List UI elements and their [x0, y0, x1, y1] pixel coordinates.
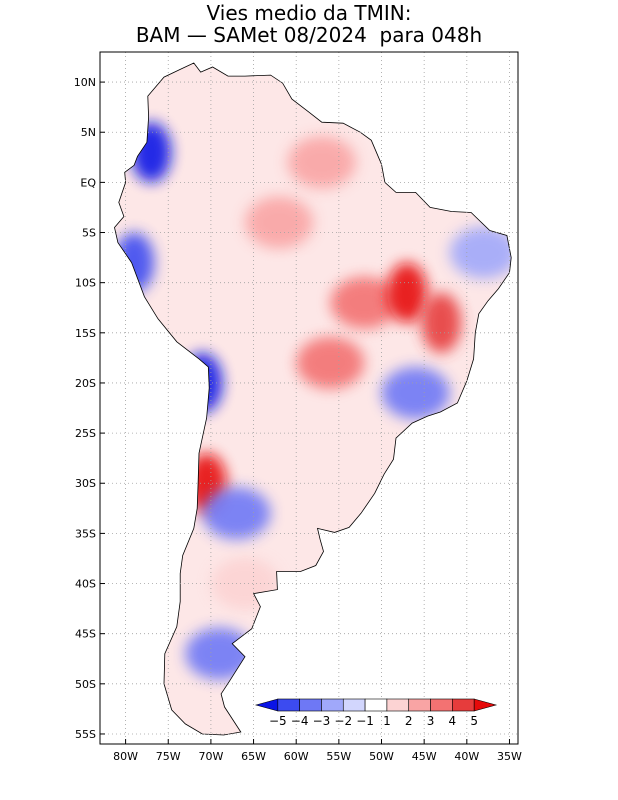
lat-label: 15S — [75, 327, 96, 340]
lon-label: 65W — [241, 750, 266, 763]
lon-label: 80W — [113, 750, 138, 763]
legend-swatch — [299, 698, 322, 712]
legend-label: 3 — [427, 714, 435, 728]
legend-arrow-high — [473, 698, 498, 712]
bias-region-bahia-warm — [421, 292, 462, 353]
lat-label: 25S — [75, 427, 96, 440]
lat-label: 50S — [75, 678, 96, 691]
legend-label: 5 — [470, 714, 478, 728]
lon-label: 45W — [412, 750, 437, 763]
lat-label: 35S — [75, 527, 96, 540]
lat-label: 20S — [75, 377, 96, 390]
bias-region-cuyo-cool — [202, 487, 271, 540]
lat-label: 10N — [74, 76, 96, 89]
lon-label: 55W — [326, 750, 351, 763]
legend-swatch — [321, 698, 344, 712]
map-frame — [99, 51, 519, 745]
title-line-2: BAM — SAMet 08/2024 para 048h — [135, 23, 483, 47]
lat-label: 10S — [75, 277, 96, 290]
lat-label: 55S — [75, 728, 96, 741]
legend-label: 2 — [405, 714, 413, 728]
lat-label: 45S — [75, 628, 96, 641]
legend-swatch — [364, 698, 388, 712]
lon-label: 35W — [497, 750, 522, 763]
bias-region-central-brazil-warm — [330, 276, 399, 329]
lat-label: 40S — [75, 578, 96, 591]
legend-label: −2 — [334, 714, 352, 728]
bias-region-guiana-warm — [287, 136, 356, 189]
legend-swatch — [430, 698, 453, 712]
bias-background — [114, 63, 512, 735]
bias-region-andes-north-cool — [131, 122, 172, 183]
legend-label: −4 — [291, 714, 309, 728]
lat-label: 5S — [82, 227, 96, 240]
lon-label: 40W — [454, 750, 479, 763]
legend-label: −3 — [313, 714, 331, 728]
legend-swatch — [277, 698, 300, 712]
legend-swatch — [452, 698, 475, 712]
legend-label: −5 — [269, 714, 287, 728]
map-title: Vies medio da TMIN: BAM — SAMet 08/2024 … — [0, 2, 618, 46]
legend-label: 4 — [449, 714, 457, 728]
lon-label: 50W — [369, 750, 394, 763]
lat-axis: 10N 5N EQ 5S 10S 15S 20S 25S 30S 35S 40S 45S 50S 55S — [74, 76, 105, 741]
legend-label: −1 — [356, 714, 374, 728]
lat-label: 5N — [81, 126, 96, 139]
legend-swatch — [342, 698, 366, 712]
bias-region-tocantins-warm — [387, 262, 428, 323]
bias-region-northeast-cool — [449, 226, 512, 279]
lon-label: 75W — [156, 750, 181, 763]
title-line-1: Vies medio da TMIN: — [206, 1, 412, 25]
bias-field — [114, 63, 512, 735]
lon-label: 70W — [198, 750, 223, 763]
lat-label: EQ — [80, 176, 96, 189]
map-layer — [114, 62, 512, 736]
legend-swatch — [386, 698, 410, 712]
legend-swatch — [408, 698, 431, 712]
grid-layer — [100, 52, 518, 744]
legend-arrow-low — [254, 698, 279, 712]
lon-axis: 80W 75W 70W 65W 60W 55W 50W 45W 40W 35W — [113, 739, 522, 763]
bias-region-amazon-warm — [245, 196, 314, 249]
legend-label: 1 — [383, 714, 391, 728]
lon-label: 60W — [284, 750, 309, 763]
bias-region-pantanal-warm — [296, 336, 365, 389]
color-legend: −5 −4 −3 −2 −1 1 2 3 4 5 — [254, 698, 498, 728]
bias-region-peru-coast-cool — [114, 232, 155, 293]
lat-label: 30S — [75, 477, 96, 490]
bias-region-southeast-cool — [381, 366, 450, 419]
coastline — [114, 62, 512, 736]
